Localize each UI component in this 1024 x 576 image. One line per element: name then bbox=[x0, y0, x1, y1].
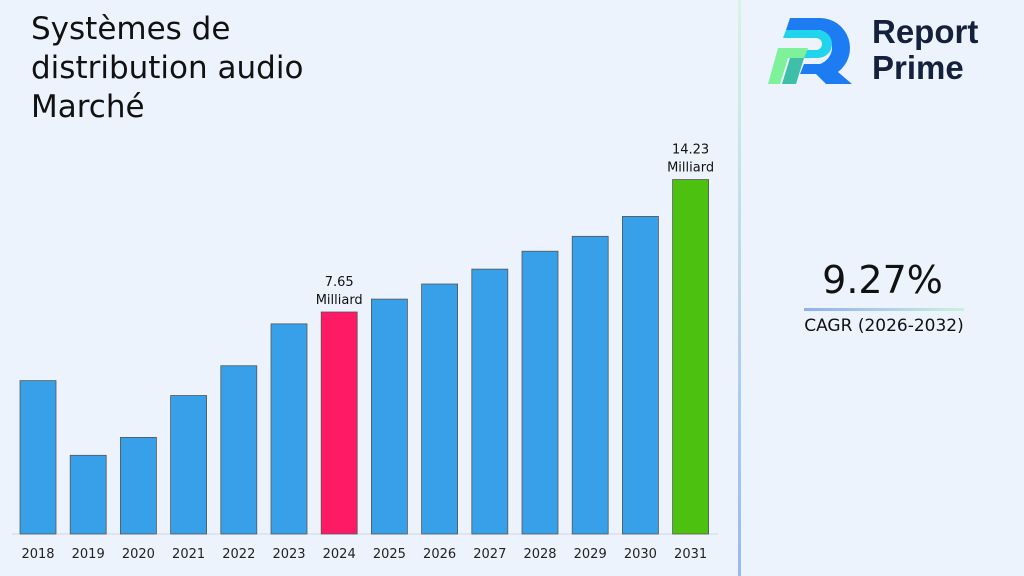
cagr-label: CAGR (2026-2032) bbox=[804, 316, 964, 336]
bar-2030 bbox=[622, 215, 659, 535]
bar-2029 bbox=[571, 235, 609, 535]
chart-title: Systèmes de distribution audio Marché bbox=[31, 11, 304, 125]
divider bbox=[738, 0, 741, 576]
cagr-value: 9.27% bbox=[822, 258, 943, 302]
x-tick-label: 2031 bbox=[674, 547, 707, 562]
bar-2018 bbox=[19, 380, 57, 535]
x-tick-label: 2025 bbox=[373, 547, 406, 562]
bar-2021 bbox=[170, 395, 208, 535]
data-label-unit: Milliard bbox=[316, 293, 363, 308]
x-tick-label: 2019 bbox=[72, 547, 105, 562]
logo-line1: Report bbox=[872, 13, 979, 50]
x-tick-label: 2022 bbox=[222, 547, 255, 562]
bar-2023 bbox=[270, 323, 308, 535]
data-label-value: 14.23 bbox=[672, 143, 709, 158]
logo-text: Report Prime bbox=[872, 14, 978, 86]
bar-2026 bbox=[421, 283, 459, 535]
x-tick-label: 2021 bbox=[172, 547, 205, 562]
cagr-underline bbox=[804, 308, 964, 311]
data-label-value: 7.65 bbox=[325, 275, 354, 290]
logo-mark-icon bbox=[768, 18, 852, 84]
x-tick-label: 2023 bbox=[272, 547, 305, 562]
x-tick-label: 2027 bbox=[473, 547, 506, 562]
logo-line2: Prime bbox=[872, 49, 964, 86]
bar-2024 bbox=[320, 311, 358, 535]
bar-2020 bbox=[120, 436, 157, 535]
bar-2027 bbox=[471, 268, 509, 535]
bar-2025 bbox=[370, 298, 408, 535]
bar-2031 bbox=[672, 179, 709, 535]
x-tick-label: 2024 bbox=[323, 547, 356, 562]
x-tick-label: 2018 bbox=[21, 547, 54, 562]
x-tick-label: 2029 bbox=[574, 547, 607, 562]
report-prime-logo: Report Prime bbox=[768, 14, 1008, 89]
x-tick-label: 2020 bbox=[122, 547, 155, 562]
x-tick-label: 2026 bbox=[423, 547, 456, 562]
bar-2019 bbox=[69, 454, 107, 535]
bar-2028 bbox=[521, 250, 559, 535]
bar-chart: 2018 2019 2020 2021 2022 2023 2024 2025 2026 2027… bbox=[12, 143, 718, 562]
bar-2022 bbox=[220, 365, 258, 535]
x-tick-label: 2028 bbox=[523, 547, 556, 562]
x-tick-label: 2030 bbox=[624, 547, 657, 562]
data-label-unit: Milliard bbox=[667, 161, 714, 176]
